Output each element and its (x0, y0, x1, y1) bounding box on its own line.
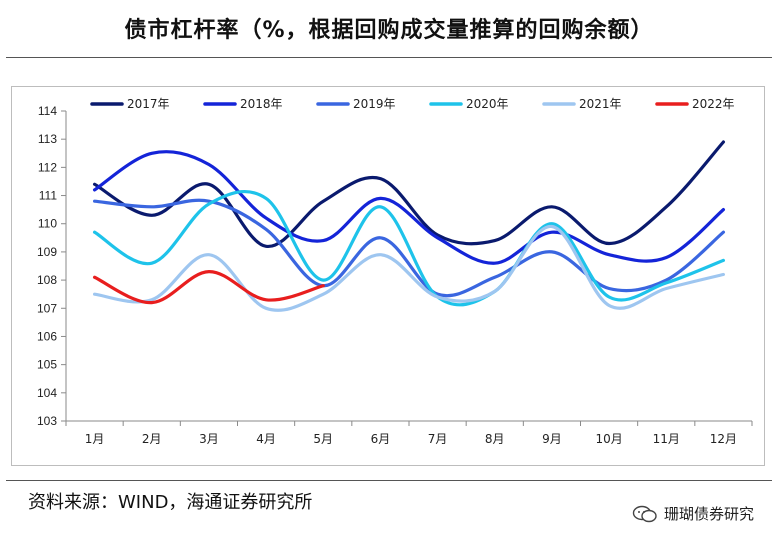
series-line-2018年 (92, 150, 725, 265)
source-note: 资料来源：WIND，海通证券研究所 (28, 492, 313, 513)
x-tick-label: 7月 (428, 432, 448, 446)
legend-label: 2021年 (579, 97, 622, 111)
x-tick-label: 4月 (256, 432, 276, 446)
y-tick-label: 105 (37, 358, 57, 372)
x-tick-label: 5月 (313, 432, 333, 446)
watermark-text: 珊瑚债券研究 (663, 505, 754, 523)
series-line-2019年 (92, 198, 725, 298)
wechat-icon (632, 505, 657, 522)
x-tick-label: 2月 (142, 432, 162, 446)
y-tick-label: 104 (37, 386, 57, 400)
chart-legend: 2017年 2018年 2019年 2020年 2021年 2022年 (90, 97, 735, 111)
chart-axes: 103 104 105 106 107 108 109 110 111 112 113 114 1月 2月… (37, 104, 753, 446)
line-chart: 103 104 105 106 107 108 109 110 111 112 113 114 1月 2月… (37, 97, 753, 446)
chart-frame: 103 104 105 106 107 108 109 110 111 112 113 114 1月 2月… (11, 86, 765, 466)
y-tick-label: 111 (39, 189, 58, 203)
legend-label: 2022年 (692, 97, 735, 111)
legend-label: 2019年 (353, 97, 396, 111)
source-divider (6, 480, 772, 481)
watermark: 珊瑚债券研究 (632, 503, 754, 524)
legend-label: 2017年 (127, 97, 170, 111)
y-tick-label: 114 (38, 104, 57, 118)
x-tick-label: 6月 (371, 432, 391, 446)
x-tick-label: 9月 (542, 432, 562, 446)
series-line-2020年 (92, 190, 725, 307)
x-tick-label: 3月 (199, 432, 219, 446)
y-tick-label: 113 (38, 132, 57, 146)
x-tick-label: 8月 (485, 432, 505, 446)
y-tick-label: 106 (37, 329, 57, 343)
y-tick-label: 112 (38, 160, 57, 174)
title-divider (6, 57, 772, 58)
y-tick-label: 108 (37, 273, 57, 287)
y-tick-label: 110 (38, 217, 57, 231)
legend-label: 2018年 (240, 97, 283, 111)
chart-title: 债市杠杆率（%，根据回购成交量推算的回购余额） (124, 18, 654, 43)
series-line-2017年 (92, 140, 725, 248)
x-tick-label: 10月 (595, 432, 622, 446)
series-line-2021年 (92, 224, 725, 312)
x-tick-label: 12月 (710, 432, 737, 446)
y-tick-label: 109 (37, 245, 57, 259)
y-tick-label: 103 (37, 414, 57, 428)
chart-series-group (92, 140, 725, 312)
y-tick-label: 107 (37, 301, 57, 315)
x-tick-label: 11月 (653, 432, 680, 446)
legend-label: 2020年 (466, 97, 509, 111)
series-line-2022年 (92, 269, 325, 305)
x-tick-label: 1月 (85, 432, 105, 446)
